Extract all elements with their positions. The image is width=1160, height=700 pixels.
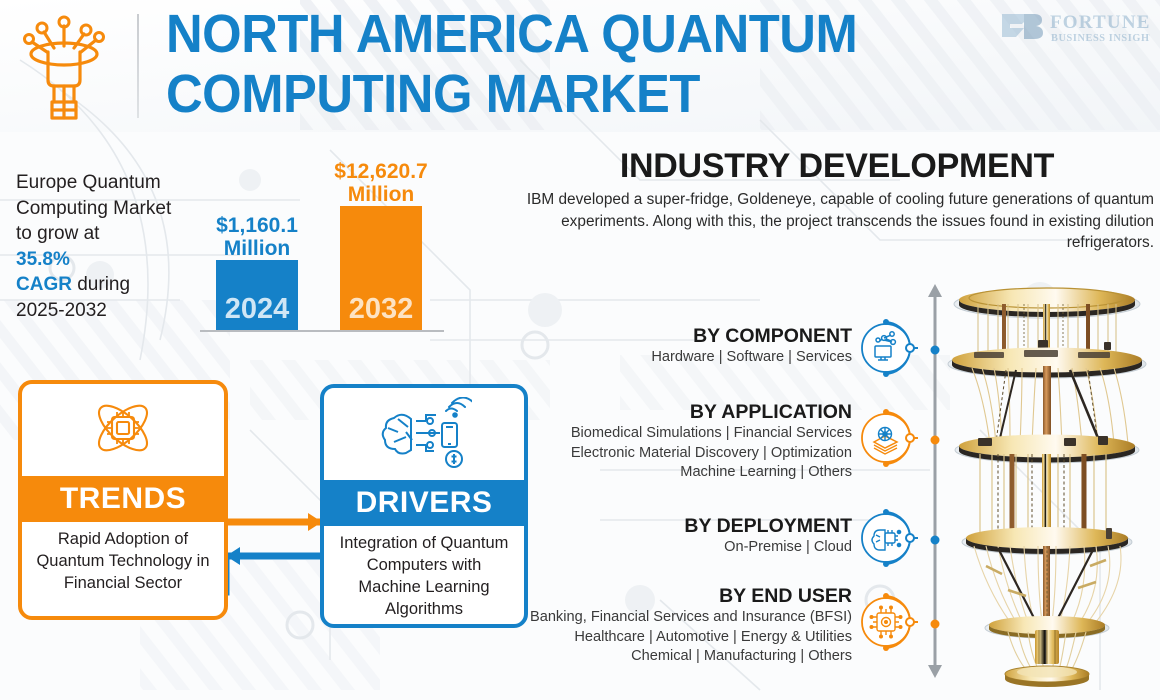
- quantum-bulb-icon: [23, 15, 105, 120]
- quantum-computer-chandelier: [947, 287, 1147, 687]
- bar-2024-year: 2024: [224, 293, 290, 325]
- cagr-label: CAGR: [16, 274, 72, 295]
- segment-by-component-badge[interactable]: [858, 318, 918, 378]
- trends-title: TRENDS: [22, 476, 224, 522]
- header-divider: [137, 14, 139, 118]
- bar-2024-unit: Million: [223, 237, 291, 260]
- brand-tagline: BUSINESS INSIGHTS: [1051, 33, 1150, 44]
- bar-2032-year: 2032: [348, 293, 414, 325]
- fortune-business-insights-logo: FORTUNE BUSINESS INSIGHTS: [1002, 12, 1150, 44]
- callout-line-3: to grow at: [16, 223, 100, 244]
- industry-development-section: INDUSTRY DEVELOPMENT IBM developed a sup…: [520, 146, 1154, 254]
- segment-by-end-user-items-2: Chemical | Manufacturing | Others: [631, 648, 852, 665]
- header: NORTH AMERICA QUANTUM COMPUTING MARKET F…: [0, 0, 1160, 132]
- segment-by-component[interactable]: BY COMPONENT Hardware | Software | Servi…: [500, 318, 918, 380]
- industry-development-body: IBM developed a super-fridge, Goldeneye,…: [526, 191, 1154, 251]
- trends-icon-zone: [22, 384, 224, 476]
- drivers-body: Integration of Quantum Computers with Ma…: [339, 534, 509, 618]
- bar-2032-label: $12,620.7 Million: [334, 160, 427, 206]
- trends-body: Rapid Adoption of Quantum Technology in …: [36, 530, 210, 592]
- segment-by-component-title: BY COMPONENT: [693, 325, 852, 347]
- segment-by-component-items-0: Hardware | Software | Services: [651, 349, 852, 365]
- cagr-line: CAGR during: [16, 272, 196, 298]
- bar-2024-label: $1,160.1 Million: [216, 214, 298, 260]
- segment-by-deployment[interactable]: BY DEPLOYMENT On-Premise | Cloud: [500, 508, 918, 570]
- market-size-bar-chart: $1,160.1 Million 2024 $12,620.7 Million …: [196, 150, 446, 340]
- cagr-during: during: [71, 274, 131, 295]
- drivers-title: DRIVERS: [324, 480, 524, 526]
- segment-by-deployment-badge[interactable]: [858, 508, 918, 568]
- atom-chip-icon: [98, 404, 148, 452]
- segment-by-end-user-badge[interactable]: [858, 592, 918, 652]
- bar-2024: $1,160.1 Million 2024: [216, 214, 298, 330]
- forecast-period: 2025-2032: [16, 299, 107, 321]
- europe-cagr-callout: Europe Quantum Computing Market to grow …: [16, 170, 196, 323]
- drivers-icon-zone: [324, 388, 524, 480]
- segment-by-end-user-items-1: Healthcare | Automotive | Energy & Utili…: [574, 628, 852, 645]
- brand-name: FORTUNE: [1050, 12, 1150, 33]
- bar-2032-unit: Million: [347, 183, 415, 206]
- segment-by-application-badge[interactable]: [858, 408, 918, 468]
- cagr-value: 35.8%: [16, 248, 70, 270]
- callout-line-2: Computing Market: [16, 197, 172, 219]
- segment-by-end-user[interactable]: BY END USER Banking, Financial Services …: [500, 585, 918, 664]
- page-title-line2: COMPUTING MARKET: [166, 64, 700, 124]
- trends-card[interactable]: TRENDS Rapid Adoption of Quantum Technol…: [18, 380, 228, 620]
- bar-2032-value: $12,620.7: [334, 160, 428, 183]
- axis-arrow-down: [928, 665, 942, 678]
- segment-by-component-text: BY COMPONENT Hardware | Software | Servi…: [432, 324, 852, 368]
- page-title: NORTH AMERICA QUANTUM COMPUTING MARKET: [166, 4, 946, 124]
- orange-connector-arrow: [218, 500, 326, 526]
- callout-line-1: Europe Quantum: [16, 172, 161, 193]
- segments-axis: [928, 284, 942, 678]
- drivers-card[interactable]: DRIVERS Integration of Quantum Computers…: [320, 384, 528, 628]
- bar-2032: $12,620.7 Million 2032: [334, 160, 428, 330]
- segment-by-application[interactable]: BY APPLICATION Biomedical Simulations | …: [500, 401, 918, 480]
- industry-development-heading: INDUSTRY DEVELOPMENT: [619, 147, 1055, 185]
- page-title-line1: NORTH AMERICA QUANTUM: [166, 4, 858, 64]
- chart-baseline: [200, 330, 444, 332]
- brain-network-icon: [381, 397, 472, 468]
- axis-arrow-up: [928, 284, 942, 297]
- bar-2024-value: $1,160.1: [216, 214, 298, 237]
